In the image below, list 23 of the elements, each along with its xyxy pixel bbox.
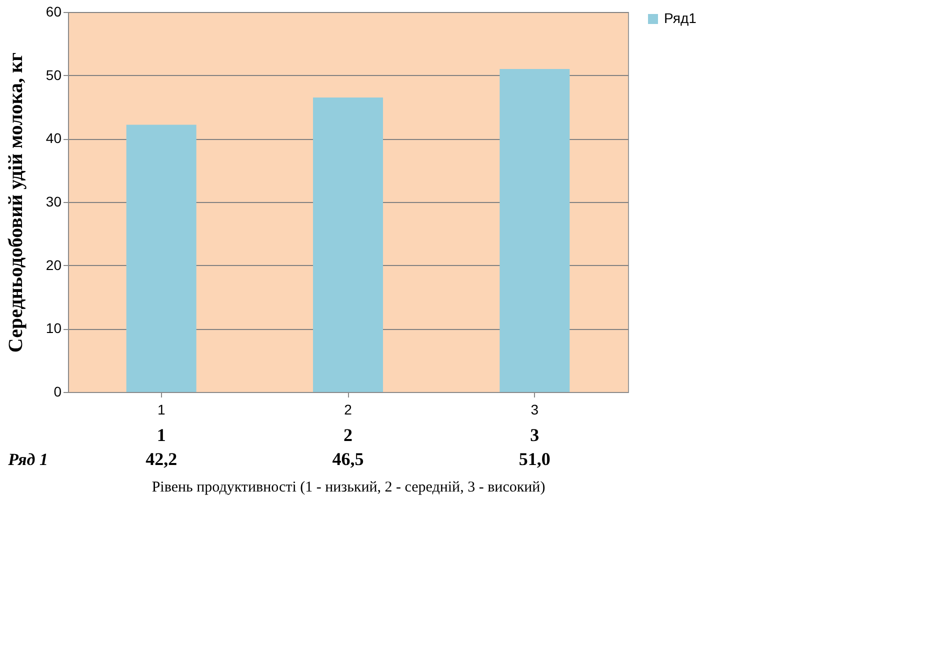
y-tick-label: 20 — [46, 256, 62, 273]
bar — [313, 98, 383, 392]
data-label: 42,2 — [146, 449, 178, 469]
y-tick-label: 0 — [54, 384, 62, 400]
category-label: 3 — [530, 425, 540, 445]
bar — [500, 69, 570, 392]
x-tick-label: 2 — [344, 402, 352, 418]
x-tick-label: 3 — [530, 402, 539, 418]
y-tick-label: 10 — [46, 320, 62, 336]
text: Ряд 1 — [7, 450, 48, 469]
data-label: 46,5 — [332, 449, 364, 469]
category-label: 1 — [156, 425, 166, 445]
legend-label: Ряд1 — [664, 10, 697, 26]
bar — [126, 124, 196, 392]
y-axis-title: Середньодобовий удій молока, кг — [4, 52, 27, 353]
data-label: 51,0 — [518, 449, 550, 469]
y-tick-label: 40 — [46, 130, 62, 146]
x-tick-label: 1 — [157, 402, 166, 418]
y-tick-label: 50 — [46, 66, 62, 83]
y-tick-label: 30 — [46, 194, 62, 210]
x-axis-title: Рівень продуктивності (1 - низький, 2 - середній, 3 - високий) — [152, 480, 546, 496]
y-tick-label: 60 — [46, 4, 62, 20]
category-label: 2 — [344, 425, 352, 445]
